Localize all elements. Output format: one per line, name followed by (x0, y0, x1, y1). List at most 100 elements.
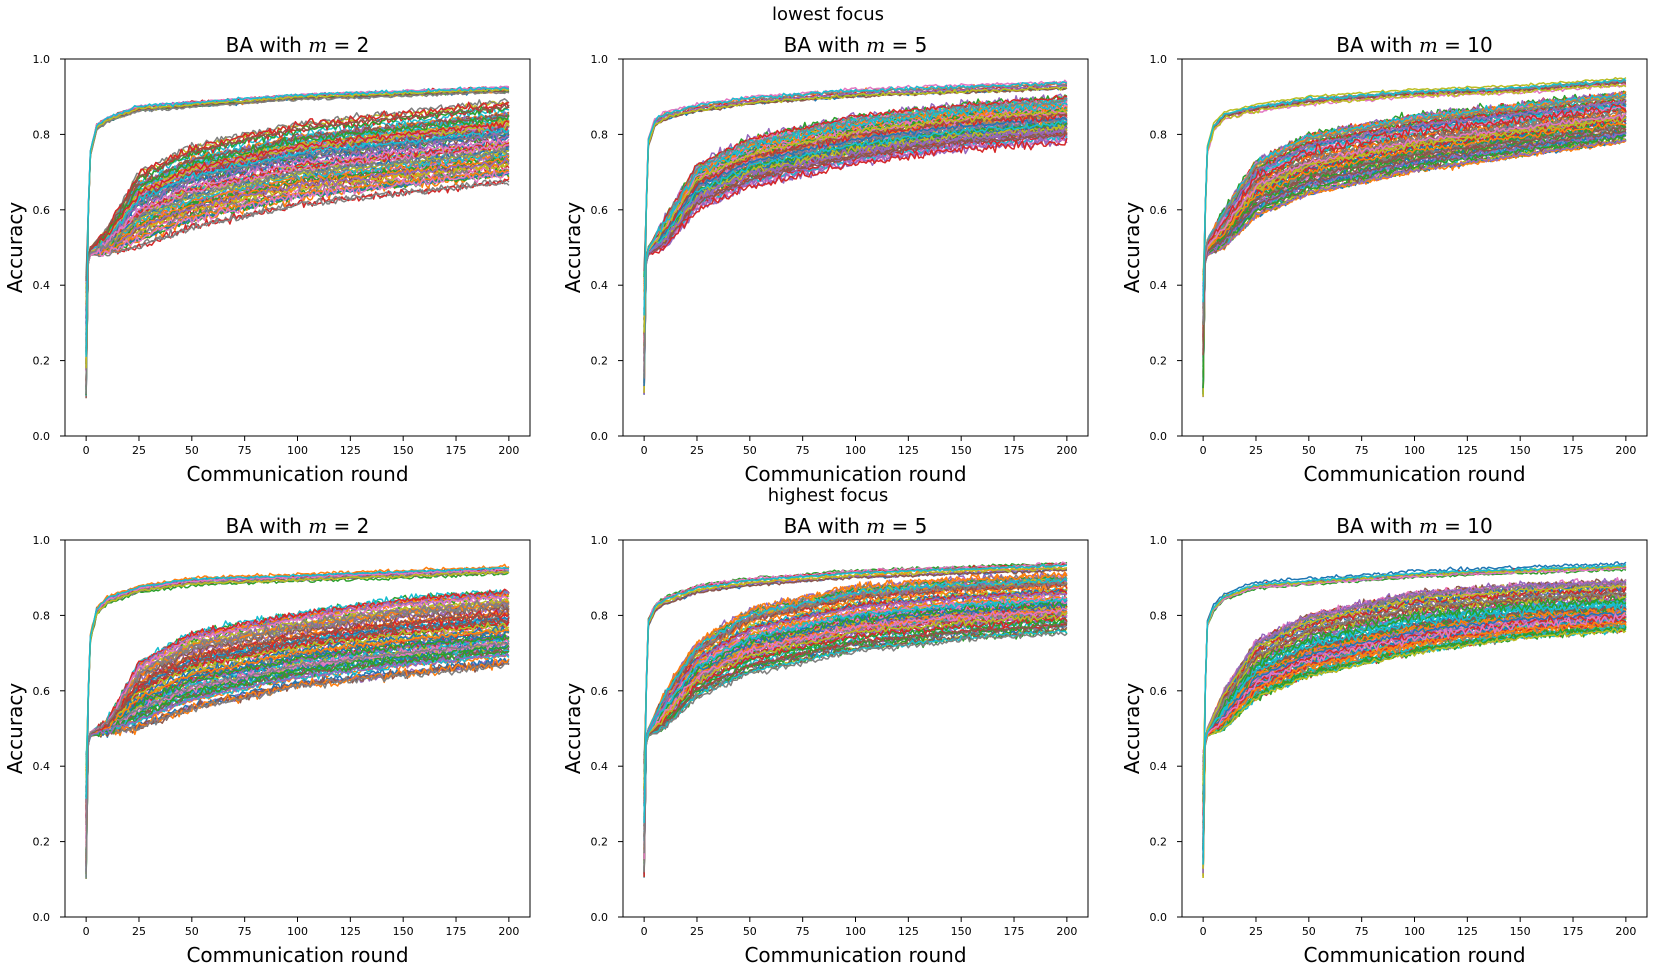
x-tick-label: 200 (498, 925, 519, 938)
series-line (643, 81, 1068, 316)
y-tick-label: 0.6 (591, 204, 609, 217)
x-axis-label: Communication round (1303, 462, 1525, 486)
y-tick-label: 0.6 (1150, 685, 1168, 698)
series-line (643, 597, 1068, 842)
series-line (643, 108, 1068, 393)
series-line (85, 634, 510, 783)
series-line (1202, 606, 1627, 857)
series-line (1202, 561, 1627, 850)
row-title-lowest-focus: lowest focus (772, 4, 884, 25)
series-line (85, 649, 510, 853)
series-line (643, 612, 1068, 789)
series-lines (1202, 561, 1627, 879)
y-tick-label: 0.4 (591, 760, 609, 773)
series-line (643, 86, 1068, 333)
x-axis-label: Communication round (186, 943, 408, 967)
x-tick-label: 125 (340, 444, 361, 457)
x-tick-label: 0 (1200, 925, 1207, 938)
y-tick-label: 1.0 (33, 534, 51, 547)
y-tick-label: 1.0 (1150, 534, 1168, 547)
y-tick-label: 0.4 (1150, 760, 1168, 773)
series-line (1202, 81, 1626, 356)
x-tick-label: 75 (1355, 444, 1369, 457)
series-line (1202, 627, 1627, 835)
series-line (1202, 134, 1627, 324)
y-tick-label: 0.0 (1150, 911, 1168, 924)
series-line (643, 631, 1068, 873)
series-line (85, 115, 510, 365)
x-tick-label: 125 (898, 444, 919, 457)
series-line (1202, 610, 1627, 761)
series-lines (85, 563, 510, 880)
series-line (643, 132, 1068, 335)
series-line (85, 157, 510, 323)
y-axis-label: Accuracy (561, 202, 585, 293)
y-tick-label: 0.2 (33, 836, 51, 849)
x-tick-label: 175 (1563, 444, 1584, 457)
series-line (85, 599, 510, 866)
x-tick-label: 175 (1563, 925, 1584, 938)
x-tick-label: 150 (393, 444, 414, 457)
y-tick-label: 0.2 (1150, 836, 1168, 849)
y-tick-label: 0.8 (591, 128, 609, 141)
x-axis-label: Communication round (744, 943, 966, 967)
series-line (643, 589, 1068, 818)
x-tick-label: 125 (898, 925, 919, 938)
series-line (85, 595, 510, 838)
series-line (643, 617, 1068, 807)
series-line (85, 88, 510, 369)
series-line (1202, 129, 1627, 310)
series-line (643, 579, 1068, 862)
x-axis-label: Communication round (744, 462, 966, 486)
x-tick-label: 25 (1249, 925, 1263, 938)
series-line (1202, 78, 1627, 303)
panel-title: BA with m = 2 (226, 33, 370, 57)
x-tick-label: 0 (641, 925, 648, 938)
series-line (643, 102, 1068, 379)
series-line (643, 116, 1068, 321)
series-line (85, 568, 510, 847)
series-line (1202, 590, 1627, 758)
y-axis-label: Accuracy (3, 202, 27, 293)
x-tick-label: 175 (446, 925, 467, 938)
y-tick-label: 0.6 (591, 685, 609, 698)
series-line (85, 180, 510, 381)
series-line (85, 629, 510, 834)
x-tick-label: 200 (498, 444, 519, 457)
series-line (85, 103, 510, 353)
y-tick-label: 0.8 (33, 609, 51, 622)
x-tick-label: 75 (796, 444, 810, 457)
x-tick-label: 75 (238, 925, 252, 938)
x-tick-label: 150 (951, 444, 972, 457)
x-tick-label: 75 (1355, 925, 1369, 938)
series-line (85, 132, 510, 283)
series-line (85, 126, 510, 355)
series-lines (643, 561, 1068, 878)
series-line (643, 126, 1068, 359)
series-line (1202, 95, 1627, 338)
y-axis-label: Accuracy (1120, 202, 1144, 293)
y-tick-label: 0.0 (33, 430, 51, 443)
x-axis-label: Communication round (186, 462, 408, 486)
series-line (85, 602, 510, 801)
y-tick-label: 0.4 (591, 279, 609, 292)
x-tick-label: 100 (1404, 925, 1425, 938)
series-line (85, 566, 509, 799)
y-axis-label: Accuracy (1120, 683, 1144, 774)
y-tick-label: 0.0 (33, 911, 51, 924)
series-line (1202, 123, 1627, 326)
series-line (643, 571, 1068, 817)
series-line (1202, 93, 1627, 305)
x-tick-label: 50 (1302, 925, 1316, 938)
y-tick-label: 0.0 (591, 430, 609, 443)
y-axis-label: Accuracy (561, 683, 585, 774)
series-line (643, 103, 1068, 336)
x-tick-label: 200 (1615, 925, 1636, 938)
chart-panel-1: 0 25 50 75 100 125 150 175 200 0.0 0.2 0.4 0.6 0.8 1.0… (3, 33, 531, 486)
series-line (85, 570, 510, 778)
series-line (1202, 103, 1627, 340)
x-tick-label: 200 (1056, 925, 1077, 938)
series-line (85, 122, 510, 383)
series-line (643, 126, 1068, 285)
series-line (85, 661, 510, 859)
